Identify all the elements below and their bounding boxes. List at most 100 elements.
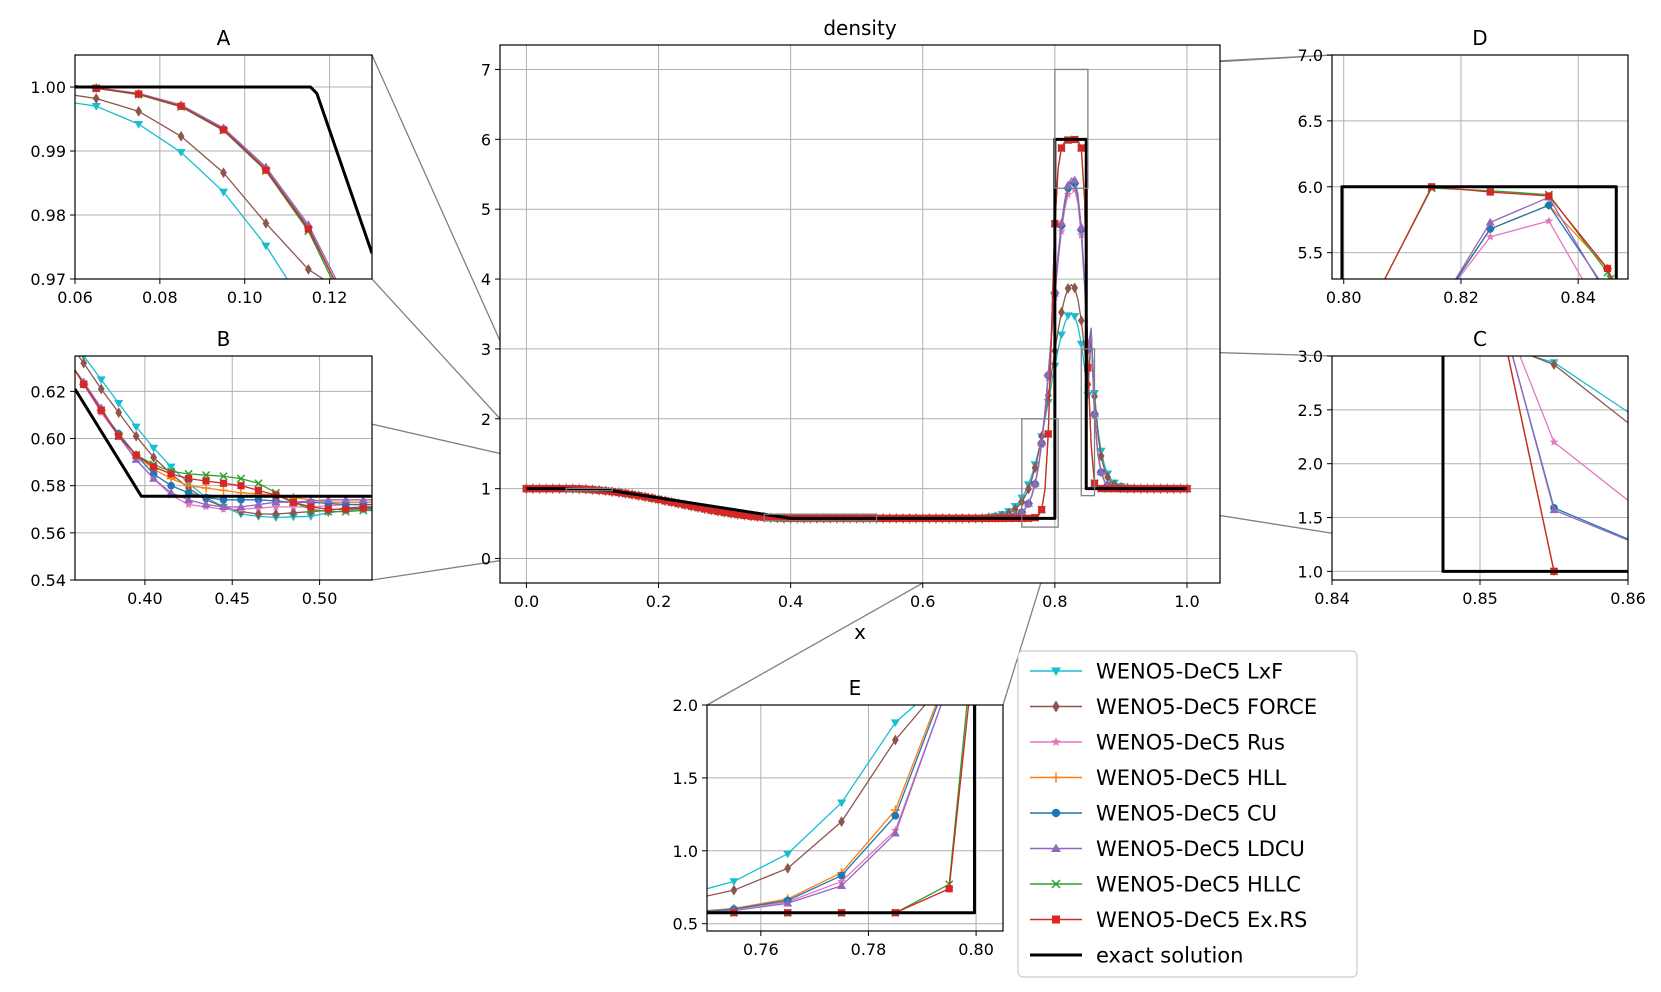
series-weno5-dec5-ldcu-marker — [1023, 499, 1033, 507]
A-series-weno5-dec5-force-marker — [135, 105, 143, 117]
main-plot-area — [500, 45, 1220, 583]
A-series-weno5-dec5-lxf-marker — [219, 188, 228, 197]
E-x-tick-label: 0.76 — [743, 940, 779, 959]
panel-E: 0.76 0.78 0.80 0.5 1.0 1.5 2.0 E — [673, 676, 1004, 959]
A-x-tick-label: 0.08 — [142, 288, 178, 307]
main-x-tick-label: 0.6 — [910, 592, 935, 611]
series-weno5-dec5-force-marker — [1071, 282, 1079, 294]
B-x-tick-label: 0.40 — [127, 589, 163, 608]
zoom-box-B — [763, 513, 878, 522]
series-weno5-dec5-ex-rs-marker — [674, 499, 682, 508]
main-x-tick-label: 0.2 — [646, 592, 671, 611]
D-series-weno5-dec5-rus-marker — [1485, 232, 1495, 241]
legend-label: WENO5-DeC5 FORCE — [1096, 695, 1317, 719]
B-series-weno5-dec5-ldcu-marker — [358, 495, 368, 503]
C-x-tick-label: 0.85 — [1462, 589, 1498, 608]
D-title: D — [1472, 26, 1487, 50]
B-series-weno5-dec5-cu-marker — [219, 496, 228, 504]
B-series-weno5-dec5-ex-rs-marker — [254, 486, 263, 494]
A-series-weno5-dec5-ex-rs-marker — [304, 225, 312, 233]
A-series-weno5-dec5-ex-rs-marker — [219, 126, 228, 134]
main-y-tick-label: 1 — [481, 480, 491, 499]
legend-label: exact solution — [1096, 944, 1243, 968]
series-weno5-dec5-lxf-marker — [1063, 312, 1073, 320]
legend-item-weno5-dec5-hllc: WENO5-DeC5 HLLC — [1030, 873, 1301, 897]
B-series-weno5-dec5-force-marker — [80, 357, 88, 369]
C-y-tick-label: 2.5 — [1298, 401, 1323, 420]
B-series-weno5-dec5-ex-rs-marker — [342, 505, 350, 513]
C-y-tick-label: 1.0 — [1298, 562, 1323, 581]
E-title: E — [849, 676, 862, 700]
legend-label: WENO5-DeC5 HLL — [1096, 766, 1286, 790]
A-y-tick-label: 0.98 — [30, 206, 66, 225]
series-weno5-dec5-force-marker — [1064, 283, 1072, 294]
series-weno5-dec5-ex-rs-marker — [701, 505, 709, 513]
legend-label: WENO5-DeC5 CU — [1096, 802, 1277, 826]
D-series-weno5-dec5-ldcu-marker — [1485, 217, 1495, 226]
C-y-tick-label: 2.0 — [1298, 455, 1323, 474]
C-series-weno5-dec5-force-marker — [1550, 359, 1558, 371]
D-x-tick-label: 0.84 — [1560, 288, 1596, 307]
panel-main: 0.0 0.2 0.4 0.6 0.8 1.0 0 1 2 3 4 5 6 7 x density — [481, 16, 1221, 644]
B-series-weno5-dec5-force-marker — [290, 507, 297, 519]
legend-item-weno5-dec5-ex-rs: WENO5-DeC5 Ex.RS — [1030, 908, 1307, 932]
B-series-weno5-dec5-ldcu-marker — [341, 495, 351, 503]
series-weno5-dec5-ex-rs-marker — [727, 509, 735, 518]
legend-marker-weno5-dec5-hll — [1051, 772, 1061, 783]
legend-marker-weno5-dec5-rus — [1051, 737, 1061, 747]
B-series-weno5-dec5-ex-rs-marker — [202, 477, 210, 485]
series-weno5-dec5-ldcu-marker — [1096, 467, 1106, 476]
legend-marker-weno5-dec5-ldcu — [1051, 843, 1061, 852]
E-series-weno5-dec5-lxf-marker — [783, 850, 793, 859]
B-series-weno5-dec5-rus-marker — [184, 500, 193, 509]
B-series-weno5-dec5-rus-marker — [289, 502, 298, 511]
series-weno5-dec5-ex-rs-marker — [1077, 144, 1085, 152]
B-series-weno5-dec5-ldcu-marker — [253, 500, 263, 508]
legend-label: WENO5-DeC5 Rus — [1096, 731, 1285, 755]
series-weno5-dec5-ex-rs-marker — [681, 501, 689, 509]
panel-A: 0.06 0.08 0.10 0.12 0.97 0.98 0.99 1.00 A — [30, 26, 373, 307]
B-series-weno5-dec5-hll-marker — [219, 485, 228, 495]
B-y-tick-label: 0.54 — [30, 571, 66, 590]
B-series-weno5-dec5-force-marker — [272, 508, 280, 520]
A-series-weno5-dec5-ex-rs — [75, 85, 335, 279]
B-series-weno5-dec5-ex-rs-marker — [150, 463, 158, 471]
C-series-weno5-dec5-ldcu-markers — [1549, 505, 1559, 514]
C-frame — [1331, 355, 1629, 581]
A-series-weno5-dec5-force-marker — [304, 264, 312, 275]
series-weno5-dec5-ex-rs-marker — [1044, 430, 1052, 438]
main-xlabel: x — [854, 620, 866, 644]
E-series-weno5-dec5-cu — [707, 705, 938, 912]
E-series-weno5-dec5-force-markers — [730, 734, 899, 896]
series-weno5-dec5-force-marker — [1097, 450, 1105, 462]
series-weno5-dec5-force-marker — [1104, 471, 1112, 483]
A-y-tick-label: 0.97 — [30, 270, 66, 289]
E-series-weno5-dec5-ldcu-marker — [783, 898, 793, 907]
A-plot-area — [75, 55, 372, 279]
B-series-weno5-dec5-lxf-marker — [131, 423, 141, 432]
B-series-weno5-dec5-ex-rs-marker — [80, 380, 88, 388]
main-grid — [500, 45, 1220, 583]
C-y-tick-label: 1.5 — [1298, 509, 1323, 528]
main-y-tick-label: 7 — [481, 60, 491, 79]
B-series-weno5-dec5-hllc-marker — [254, 479, 263, 488]
E-grid — [707, 704, 1003, 931]
series-weno5-dec5-ex-rs-marker — [740, 511, 749, 519]
D-series-weno5-dec5-ldcu — [1455, 196, 1599, 279]
D-series-weno5-dec5-hllc-marker — [1606, 274, 1615, 279]
D-series-weno5-dec5-cu-marker — [1486, 225, 1495, 233]
D-series-weno5-dec5-rus-marker — [1544, 216, 1554, 225]
D-y-tick-label: 5.5 — [1298, 244, 1323, 263]
E-series-weno5-dec5-force-marker — [838, 816, 845, 828]
E-series-weno5-dec5-force-marker — [784, 862, 792, 874]
B-series-weno5-dec5-ldcu-marker — [166, 488, 176, 496]
E-series-weno5-dec5-lxf-marker — [890, 719, 900, 727]
A-series-weno5-dec5-ex-rs-marker — [135, 90, 143, 98]
B-y-tick-label: 0.58 — [30, 477, 66, 496]
B-series-weno5-dec5-ex-rs-marker — [324, 505, 332, 513]
series-weno5-dec5-lxf-marker — [1070, 313, 1080, 321]
B-series-weno5-dec5-ex-rs-marker — [97, 406, 105, 414]
legend-item-weno5-dec5-force: WENO5-DeC5 FORCE — [1030, 695, 1317, 719]
series-weno5-dec5-force-marker — [1025, 483, 1032, 495]
